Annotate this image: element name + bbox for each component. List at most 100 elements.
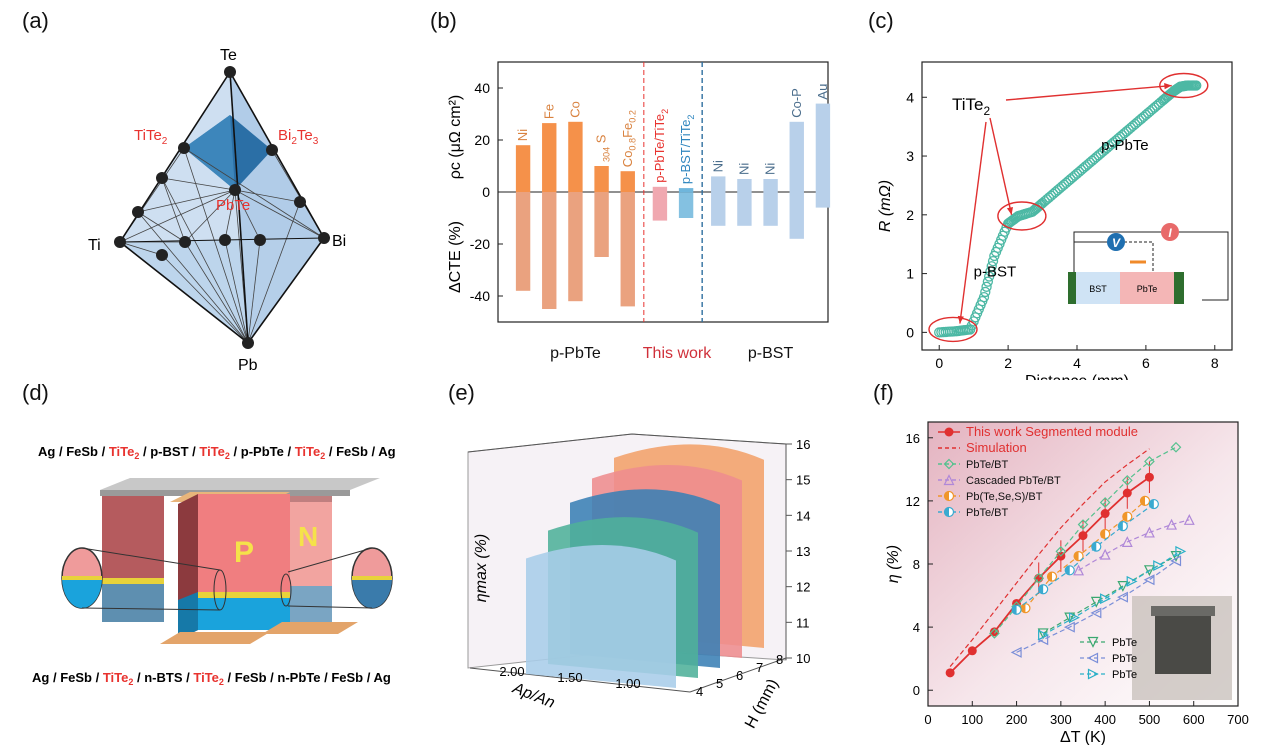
data-point [1143, 574, 1155, 586]
legend-entry: Cascaded PbTe/BT [938, 474, 1061, 487]
data-point-half [1047, 572, 1052, 582]
y-tick-label: 1 [906, 266, 914, 282]
series-7 [1010, 555, 1182, 658]
h-axis-line [689, 657, 787, 693]
y-tick-label: 2 [906, 207, 914, 223]
leg-p [198, 494, 290, 598]
legend-entry: PbTe [1080, 652, 1137, 665]
series-5 [1011, 498, 1159, 615]
data-point [1038, 629, 1049, 641]
x-tick-label: 200 [1006, 712, 1028, 727]
data-point [1166, 518, 1178, 530]
legend-entry: PbTe [1080, 668, 1137, 681]
bar-rho-c [515, 145, 531, 192]
z-tick-label: 15 [796, 473, 810, 488]
z-tick-label: 10 [796, 651, 810, 666]
label-n: N [298, 521, 318, 552]
data-point-half [1100, 529, 1106, 539]
bar-delta-cte [815, 192, 831, 208]
inset-contact [1174, 272, 1184, 304]
phase-pbte: PbTe [216, 197, 250, 214]
panel-label-c: (c) [868, 8, 894, 33]
bar-label: Ni [710, 160, 725, 172]
phase-diagram-a: Te Ti Bi Pb TiTe2 Bi2Te3 PbTe [88, 47, 346, 374]
highlight-ellipse [928, 316, 978, 343]
bar-label: Au [815, 84, 830, 100]
bar-delta-cte [763, 192, 778, 226]
legend-entry: PbTe [1080, 636, 1137, 649]
y-tick-label: 0 [906, 324, 914, 340]
x-tick-label: 1.00 [615, 676, 640, 691]
x-axis-label: Distance (mm) [1025, 373, 1129, 380]
y-tick-label: 4 [913, 620, 920, 635]
panel-label-f: (f) [873, 380, 894, 405]
x-tick-label: 4 [1073, 355, 1081, 371]
x-tick-label: 300 [1050, 712, 1072, 727]
series-line [1078, 519, 1190, 571]
tetra-face-bottom [120, 238, 324, 343]
bar-label: Co [567, 101, 582, 118]
data-point-half [1140, 496, 1145, 506]
data-point [1121, 536, 1133, 548]
zoom-right [280, 547, 393, 609]
h-tick-label: 4 [696, 684, 703, 699]
chart-c: 0 2 4 6 8 0 1 2 3 4 Distance (mm) R (mΩ) TiTe2 p-PbTe… [877, 61, 1233, 380]
data-point [1069, 612, 1080, 624]
x-tick-label: 600 [1183, 712, 1205, 727]
y-tick-label: 0 [482, 184, 490, 200]
bar-rho-c [678, 188, 694, 192]
y-tick-label: -20 [470, 236, 490, 252]
data-point [1087, 652, 1099, 664]
inset-bst-label: BST [1089, 284, 1107, 294]
module-photo-body [1155, 612, 1211, 674]
bar-delta-cte [789, 192, 804, 239]
series-3 [1073, 513, 1195, 576]
data-point [980, 286, 991, 298]
z-axis-label: ηmax (%) [473, 534, 490, 602]
data-point [1121, 475, 1133, 486]
bar-label: Co0.8Fe0.2 [620, 110, 638, 167]
data-point [984, 271, 995, 282]
data-point [1175, 545, 1187, 557]
series-line [949, 476, 1150, 674]
data-point-half [1149, 499, 1154, 509]
bar-label: Fe [541, 104, 556, 119]
series-8 [1038, 545, 1187, 641]
y-axis-label: R (mΩ) [877, 180, 894, 232]
data-point [944, 427, 954, 437]
data-point-half [1065, 565, 1070, 575]
data-point [1063, 621, 1075, 633]
bar-rho-c [542, 123, 557, 192]
annotation-pbte: p-PbTe [1101, 137, 1149, 154]
bar-label: 304 S [594, 134, 612, 162]
data-point [1100, 593, 1111, 605]
bar-delta-cte [568, 192, 583, 302]
data-point [978, 291, 990, 303]
y-tick-label: -40 [470, 288, 490, 304]
bar-delta-cte [542, 192, 557, 309]
bar-delta-cte [678, 192, 694, 218]
x-tick-label: 0 [935, 355, 943, 371]
y-axis-label: η (%) [885, 545, 902, 583]
data-point [1090, 596, 1102, 608]
data-point [943, 474, 955, 486]
data-point [1153, 560, 1165, 572]
h-tick-label: 5 [716, 676, 723, 691]
bar-rho-c [652, 186, 668, 192]
y-tick-label: 16 [906, 431, 920, 446]
bar-delta-cte [594, 192, 609, 257]
bar-rho-c [737, 179, 752, 192]
z-tick-label: 12 [796, 580, 810, 595]
tieline-plane-mid [184, 115, 235, 190]
data-point [1087, 668, 1099, 680]
module-photo-top [1151, 606, 1215, 616]
panel-label-b: (b) [430, 8, 457, 33]
top-plate [100, 478, 380, 490]
phase-points [114, 66, 330, 349]
legend-label: This work Segmented module [966, 424, 1138, 439]
legend-entry: Simulation [938, 440, 1027, 455]
annotation-bst: p-BST [974, 264, 1017, 281]
data-point [989, 627, 999, 637]
data-point-half [1091, 542, 1097, 552]
